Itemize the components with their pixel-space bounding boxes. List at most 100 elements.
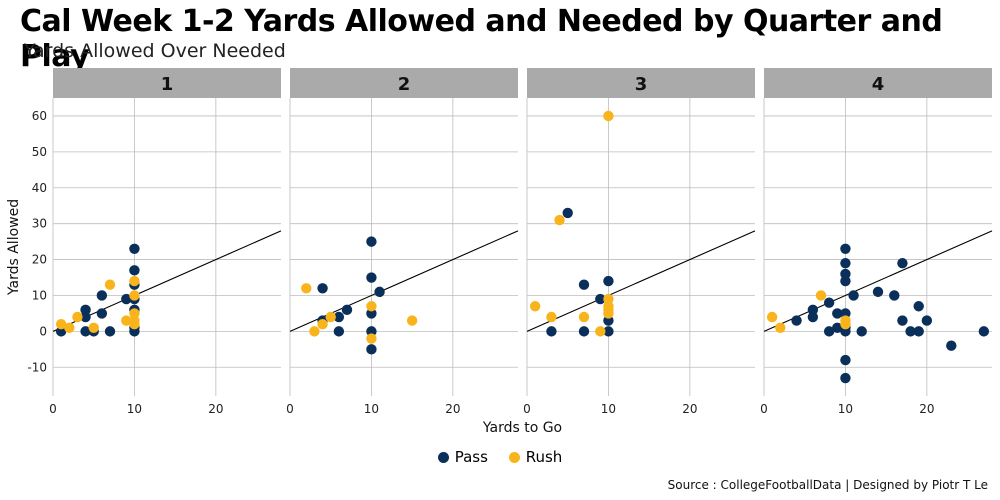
pass-point <box>603 315 614 326</box>
x-tick-label: 20 <box>919 402 934 416</box>
pass-point <box>80 304 91 316</box>
pass-point <box>913 326 924 337</box>
pass-point <box>366 236 377 247</box>
rush-point <box>603 293 614 305</box>
x-tick-label: 20 <box>682 402 697 416</box>
x-tick-label: 0 <box>286 402 294 416</box>
rush-point <box>406 315 418 326</box>
rush-point <box>529 301 541 312</box>
rush-point <box>104 279 116 290</box>
facet-strip-label: 2 <box>398 74 411 95</box>
pass-point <box>374 286 385 298</box>
pass-point <box>807 311 819 323</box>
facet-strip-label: 4 <box>872 74 885 95</box>
pass-point <box>55 326 67 337</box>
pass-point <box>603 326 614 337</box>
pass-point <box>578 279 590 290</box>
facet-strip <box>53 68 281 98</box>
rush-point <box>55 318 67 330</box>
rush-point <box>129 275 140 287</box>
pass-point <box>946 340 957 351</box>
y-tick-label: -10 <box>27 360 47 374</box>
rush-point <box>325 311 336 323</box>
pass-point <box>840 243 851 254</box>
rush-point <box>603 110 614 122</box>
pass-point <box>897 257 908 269</box>
pass-point <box>791 315 802 326</box>
pass-point <box>848 290 859 301</box>
rush-point <box>815 290 827 301</box>
rush-point <box>121 315 132 326</box>
pass-point <box>840 275 851 287</box>
pass-point <box>832 322 843 333</box>
pass-point <box>546 326 557 337</box>
pass-point <box>840 372 851 384</box>
legend-rush-marker <box>508 452 520 463</box>
pass-point <box>840 308 851 319</box>
pass-point <box>80 311 91 323</box>
facet-strip <box>764 68 992 98</box>
rush-point <box>129 308 140 319</box>
pass-point <box>104 326 116 337</box>
legend-pass-label: Pass <box>454 448 488 466</box>
pass-point <box>603 275 614 287</box>
rush-point <box>595 326 606 337</box>
reference-line <box>763 230 993 332</box>
y-tick-label: 20 <box>32 253 47 267</box>
panel-q4: 4 0 10 20 <box>760 68 993 416</box>
pass-point <box>897 315 908 326</box>
source-caption: Source : CollegeFootballData | Designed … <box>667 478 988 492</box>
legend-item-pass: Pass <box>437 448 488 466</box>
x-tick-label: 0 <box>49 402 57 416</box>
reference-line <box>52 230 282 332</box>
rush-point <box>72 311 83 323</box>
rush-point <box>366 301 377 312</box>
rush-point <box>840 315 851 326</box>
pass-point <box>562 207 573 219</box>
x-tick-label: 20 <box>445 402 460 416</box>
legend: Pass Rush <box>0 448 1000 466</box>
y-axis-title: Yards Allowed <box>6 199 22 296</box>
pass-point <box>807 304 819 316</box>
pass-point <box>317 283 328 294</box>
pass-point <box>129 265 140 276</box>
pass-point <box>913 301 924 312</box>
pass-point <box>578 326 590 337</box>
rush-point <box>317 318 328 330</box>
x-tick-label: 10 <box>364 402 379 416</box>
pass-point <box>366 308 377 319</box>
pass-point <box>96 290 108 301</box>
y-tick-label: 0 <box>39 324 47 338</box>
rush-point <box>775 322 786 333</box>
rush-point <box>309 326 320 337</box>
rush-point <box>578 311 590 323</box>
pass-point <box>856 326 867 337</box>
pass-point <box>80 326 91 337</box>
legend-item-rush: Rush <box>508 448 563 466</box>
pass-point <box>366 272 377 283</box>
x-tick-label: 10 <box>127 402 142 416</box>
x-tick-label: 0 <box>523 402 531 416</box>
rush-point <box>554 214 565 226</box>
pass-point <box>341 304 353 316</box>
y-tick-label: 60 <box>32 109 47 123</box>
rush-point <box>88 322 99 333</box>
x-tick-label: 0 <box>760 402 768 416</box>
facet-strip <box>290 68 518 98</box>
pass-point <box>121 293 132 305</box>
pass-point <box>333 311 345 323</box>
y-tick-label: 50 <box>32 145 47 159</box>
legend-pass-marker <box>437 452 449 463</box>
chart-title: Cal Week 1-2 Yards Allowed and Needed by… <box>20 4 943 74</box>
pass-point <box>872 286 884 298</box>
facet-strip-label: 3 <box>635 74 648 95</box>
pass-point <box>840 354 851 366</box>
pass-point <box>832 308 843 319</box>
rush-point <box>64 322 75 333</box>
y-tick-label: 10 <box>32 288 47 302</box>
legend-rush-label: Rush <box>525 448 563 466</box>
pass-point <box>366 326 377 337</box>
pass-point <box>366 344 377 355</box>
